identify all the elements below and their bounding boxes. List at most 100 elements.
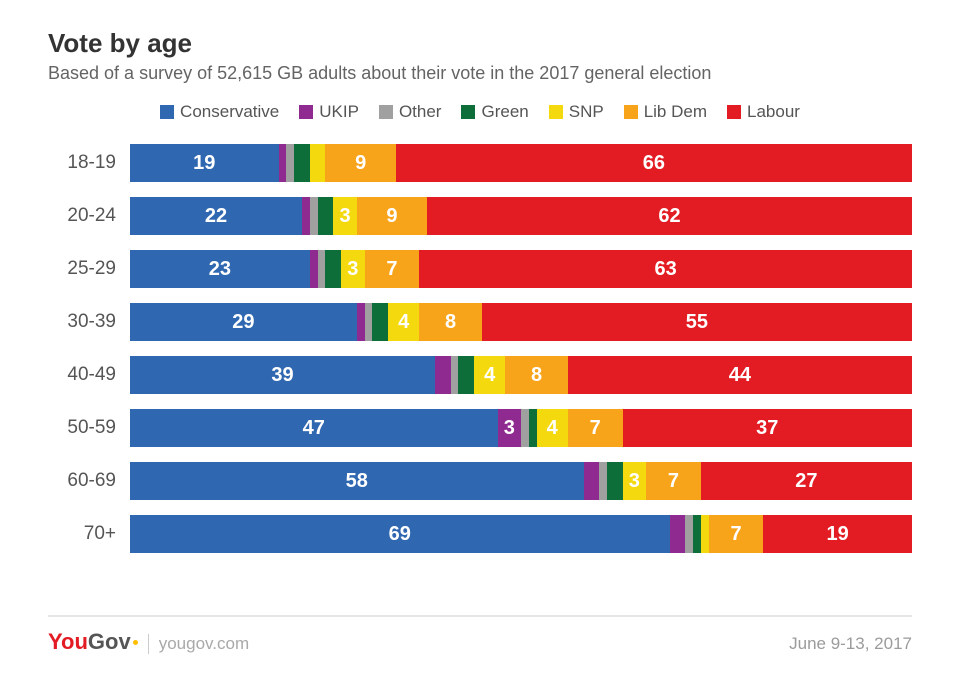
chart-row: 50-594734737 xyxy=(48,409,912,447)
bar-value-label: 58 xyxy=(346,470,368,493)
stacked-bar: 23 3 7 63 xyxy=(130,250,912,288)
bar-value-label: 7 xyxy=(386,258,397,281)
bar-segment xyxy=(521,409,529,447)
legend-label: Conservative xyxy=(180,102,279,122)
bar-segment: 63 xyxy=(419,250,912,288)
bar-segment xyxy=(318,250,326,288)
chart-row: 70+69719 xyxy=(48,515,912,553)
bar-value-label: 39 xyxy=(271,364,293,387)
chart-row: 30-39 29 4 8 55 xyxy=(48,303,912,341)
legend-label: SNP xyxy=(569,102,604,122)
legend-swatch xyxy=(549,105,563,119)
brand: YouGov yougov.com xyxy=(48,629,249,655)
legend-item: UKIP xyxy=(299,102,359,122)
brand-dot-icon xyxy=(133,640,138,645)
bar-segment: 3 xyxy=(623,462,646,500)
bar-segment xyxy=(685,515,693,553)
bar-segment xyxy=(458,356,474,394)
bar-value-label: 9 xyxy=(386,205,397,228)
bar-value-label: 7 xyxy=(590,417,601,440)
bar-value-label: 37 xyxy=(756,417,778,440)
brand-logo-red: You xyxy=(48,629,88,654)
bar-value-label: 3 xyxy=(347,258,358,281)
bar-segment: 7 xyxy=(646,462,701,500)
legend-label: Other xyxy=(399,102,442,122)
bar-segment: 9 xyxy=(357,197,427,235)
bar-value-label: 27 xyxy=(795,470,817,493)
bar-value-label: 44 xyxy=(729,364,751,387)
bar-segment xyxy=(670,515,686,553)
legend-item: Lib Dem xyxy=(624,102,707,122)
legend-label: Lib Dem xyxy=(644,102,707,122)
footer-date: June 9-13, 2017 xyxy=(789,634,912,654)
legend-item: Labour xyxy=(727,102,800,122)
stacked-bar: 69 7 19 xyxy=(130,515,912,553)
bar-segment: 58 xyxy=(130,462,584,500)
bar-segment: 7 xyxy=(568,409,623,447)
bar-value-label: 19 xyxy=(827,523,849,546)
age-label: 60-69 xyxy=(48,470,130,492)
bar-segment: 22 xyxy=(130,197,302,235)
bar-segment: 4 xyxy=(537,409,568,447)
bar-value-label: 4 xyxy=(484,364,495,387)
chart-subtitle: Based of a survey of 52,615 GB adults ab… xyxy=(48,63,912,84)
legend-label: Green xyxy=(481,102,528,122)
footer: YouGov yougov.com June 9-13, 2017 xyxy=(48,615,912,655)
legend-label: UKIP xyxy=(319,102,359,122)
bar-segment xyxy=(310,197,318,235)
bar-segment: 44 xyxy=(568,356,912,394)
bar-segment: 3 xyxy=(333,197,356,235)
bar-segment: 8 xyxy=(419,303,482,341)
bar-value-label: 29 xyxy=(232,311,254,334)
stacked-bar: 22 3 9 62 xyxy=(130,197,912,235)
age-label: 30-39 xyxy=(48,311,130,333)
bar-segment xyxy=(302,197,310,235)
bar-value-label: 3 xyxy=(504,417,515,440)
legend-swatch xyxy=(299,105,313,119)
stacked-bar: 19966 xyxy=(130,144,912,182)
age-label: 50-59 xyxy=(48,417,130,439)
brand-url: yougov.com xyxy=(148,634,249,654)
chart-row: 18-1919966 xyxy=(48,144,912,182)
legend-label: Labour xyxy=(747,102,800,122)
bar-value-label: 8 xyxy=(445,311,456,334)
bar-segment xyxy=(435,356,451,394)
bar-segment xyxy=(325,250,341,288)
bar-value-label: 62 xyxy=(658,205,680,228)
bar-segment: 7 xyxy=(709,515,764,553)
legend: Conservative UKIP Other Green SNP Lib Dem Labo… xyxy=(48,102,912,122)
chart-row: 20-24223962 xyxy=(48,197,912,235)
legend-swatch xyxy=(160,105,174,119)
bar-segment: 4 xyxy=(388,303,419,341)
bar-segment: 3 xyxy=(341,250,364,288)
brand-logo-grey: Gov xyxy=(88,629,131,654)
bar-value-label: 3 xyxy=(629,470,640,493)
bar-value-label: 8 xyxy=(531,364,542,387)
bar-segment xyxy=(584,462,600,500)
bar-segment: 4 xyxy=(474,356,505,394)
stacked-bar: 39 4 8 44 xyxy=(130,356,912,394)
chart-title: Vote by age xyxy=(48,28,912,59)
chart-row: 60-69 58 37 27 xyxy=(48,462,912,500)
bar-value-label: 55 xyxy=(686,311,708,334)
bar-segment xyxy=(310,250,318,288)
bar-segment: 47 xyxy=(130,409,498,447)
stacked-bar: 4734737 xyxy=(130,409,912,447)
bar-segment xyxy=(294,144,310,182)
bar-segment: 19 xyxy=(763,515,912,553)
bar-segment: 39 xyxy=(130,356,435,394)
bar-segment xyxy=(279,144,287,182)
bar-value-label: 47 xyxy=(303,417,325,440)
chart-row: 40-49394844 xyxy=(48,356,912,394)
bar-segment: 23 xyxy=(130,250,310,288)
bar-value-label: 69 xyxy=(389,523,411,546)
age-label: 25-29 xyxy=(48,258,130,280)
legend-swatch xyxy=(624,105,638,119)
bar-value-label: 22 xyxy=(205,205,227,228)
bar-segment xyxy=(365,303,373,341)
legend-swatch xyxy=(727,105,741,119)
bar-value-label: 23 xyxy=(209,258,231,281)
bar-value-label: 4 xyxy=(547,417,558,440)
age-label: 18-19 xyxy=(48,152,130,174)
bar-value-label: 4 xyxy=(398,311,409,334)
